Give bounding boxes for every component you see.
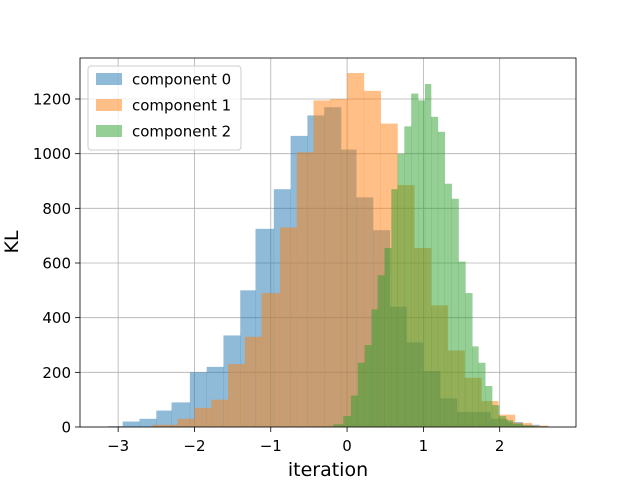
histogram-bar [512,423,523,427]
legend-label: component 2 [132,123,231,141]
histogram-bar [437,131,446,428]
histogram-bar [498,416,507,427]
histogram-bar [261,293,281,427]
histogram-bar [505,420,513,427]
histogram-bar [333,424,344,427]
histogram-bar [451,198,459,427]
y-tick-label: 600 [42,255,71,273]
histogram-bar [211,399,229,427]
legend-item: component 2 [96,123,231,141]
histogram-bar [458,261,466,427]
x-tick-label: 2 [495,437,505,455]
histogram-bar [152,424,178,427]
histogram-bar [397,153,405,427]
histogram-bar [485,386,493,427]
histogram-bar [177,418,195,427]
x-tick-label: −3 [107,437,129,455]
legend: component 0 component 1 component 2 [87,65,242,151]
plot-frame [79,57,577,428]
legend-label: component 0 [132,71,231,89]
x-tick-label: −1 [260,437,282,455]
y-tick-label: 0 [61,419,71,437]
histogram-bar [531,425,549,427]
histogram-bar [228,364,246,427]
y-tick-label: 800 [42,200,71,218]
histogram-bar [492,405,500,427]
histogram-bar [244,336,262,427]
histogram-bar [522,425,535,427]
y-tick-label: 1000 [33,145,71,163]
series-component-2 [313,83,548,428]
histogram-bar [347,73,365,428]
histogram-bar [156,410,172,427]
x-tick-label: −2 [183,437,205,455]
histogram-bar [514,422,533,427]
y-axis-ticks: 0 200 400 600 800 1000 1200 [33,91,80,437]
histogram-bar [444,183,452,427]
histogram-bar [139,418,157,427]
histogram-bar [478,362,486,427]
histogram-bar [296,152,314,428]
histogram-bar [371,309,378,427]
y-tick-label: 1200 [33,91,71,109]
histogram-bar [418,100,426,427]
histogram-bar [357,362,365,427]
x-tick-label: 0 [342,437,352,455]
histogram-bar [343,416,352,427]
histogram-bar [404,126,412,427]
histogram-bar [391,189,398,427]
histogram-bar [313,100,331,427]
legend-swatch [96,125,122,137]
legend-label: component 1 [132,97,231,115]
histogram-bar [194,407,212,427]
histogram-bar [384,247,392,427]
histogram-bar [279,227,298,427]
histogram-bar [330,99,348,427]
histogram-bar [431,116,439,428]
histogram-bars [108,73,549,428]
legend-swatch [96,73,122,85]
y-tick-label: 200 [42,364,71,382]
x-axis-ticks: −3 −2 −1 0 1 2 [107,427,504,455]
histogram-bar [411,93,419,428]
x-axis-label: iteration [288,459,368,480]
histogram-bar [424,83,432,427]
histogram-bar [377,275,385,427]
legend-item: component 0 [96,71,231,89]
histogram-bar [108,426,124,427]
histogram-bar [350,395,359,427]
y-axis-label: KL [1,230,23,253]
histogram-bar [472,346,479,427]
legend-frame [87,65,242,151]
histogram-bar [465,293,473,427]
histogram-bar [364,345,372,427]
x-tick-label: 1 [419,437,429,455]
y-tick-label: 400 [42,309,71,327]
histogram-bar [122,421,140,427]
legend-item: component 1 [96,97,231,115]
legend-swatch [96,99,122,111]
